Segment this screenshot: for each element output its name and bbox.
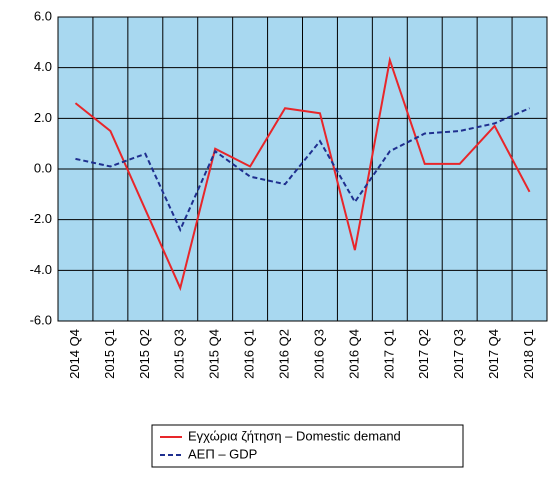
y-tick-label: 2.0	[34, 110, 52, 125]
x-tick-label: 2017 Q4	[486, 329, 501, 379]
x-tick-label: 2018 Q1	[521, 329, 536, 379]
x-tick-label: 2017 Q2	[416, 329, 431, 379]
y-tick-label: 4.0	[34, 59, 52, 74]
legend-label: Εγχώρια ζήτηση – Domestic demand	[188, 428, 401, 443]
y-tick-label: 0.0	[34, 160, 52, 175]
x-tick-label: 2014 Q4	[67, 329, 82, 379]
series-line	[74, 56, 531, 292]
x-tick-label: 2016 Q3	[311, 329, 326, 379]
x-tick-label: 2016 Q1	[242, 329, 257, 379]
y-tick-label: 6.0	[34, 8, 52, 23]
x-tick-label: 2017 Q3	[451, 329, 466, 379]
legend-box	[151, 424, 464, 468]
plot-border	[57, 16, 548, 322]
x-tick-label: 2015 Q4	[207, 329, 222, 379]
y-tick-label: -4.0	[30, 262, 52, 277]
series-line	[75, 107, 530, 233]
x-tick-label: 2015 Q2	[137, 329, 152, 379]
x-tick-label: 2015 Q1	[102, 329, 117, 379]
x-tick-label: 2016 Q4	[346, 329, 361, 379]
x-tick-label: 2017 Q1	[381, 329, 396, 379]
x-tick-label: 2016 Q2	[276, 329, 291, 379]
y-tick-label: -6.0	[30, 312, 52, 327]
y-tick-label: -2.0	[30, 211, 52, 226]
legend-label: ΑΕΠ – GDP	[188, 446, 257, 461]
x-tick-label: 2015 Q3	[172, 329, 187, 379]
